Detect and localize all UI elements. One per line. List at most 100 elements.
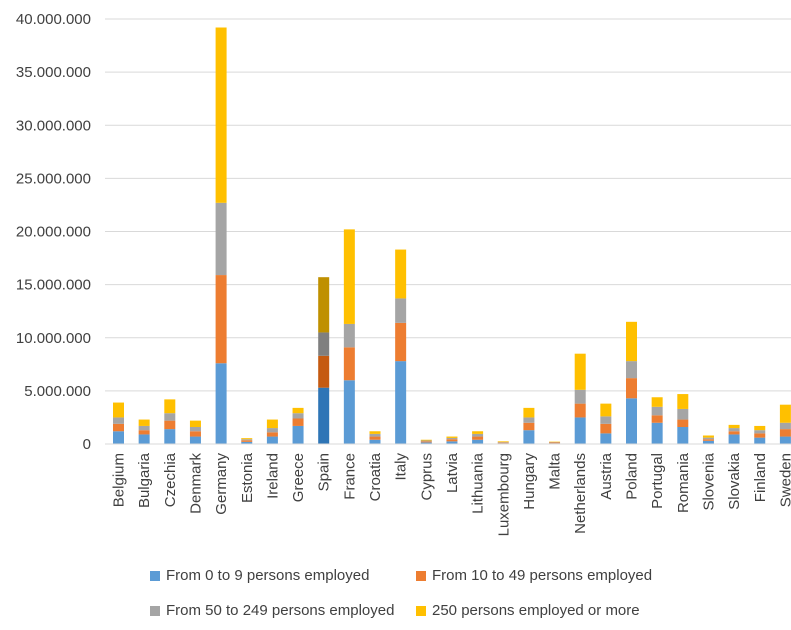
bar-segment: [446, 436, 458, 438]
legend-label: 250 persons employed or more: [432, 602, 640, 619]
bar-segment: [600, 416, 612, 424]
bar-segment: [574, 353, 586, 390]
bar-segment: [472, 433, 484, 437]
bar-segment: [523, 417, 535, 423]
bar-segment: [446, 441, 458, 444]
bar-segment: [600, 403, 612, 417]
bar-segment: [420, 441, 432, 443]
legend-swatch: [150, 570, 160, 581]
bar-segment: [702, 440, 714, 444]
bar-segment: [446, 439, 458, 442]
bar-segment: [369, 439, 381, 444]
bar-segment: [549, 442, 561, 444]
bar-segment: [343, 229, 355, 324]
x-tick-label: Finland: [752, 453, 769, 502]
bar-segment: [369, 433, 381, 437]
bar-segment: [113, 417, 124, 424]
y-tick-label: 20.000.000: [16, 224, 91, 241]
bar-segment: [677, 427, 689, 444]
x-tick-label: Italy: [393, 453, 410, 481]
bar-segment: [113, 402, 124, 418]
y-tick-label: 15.000.000: [16, 277, 91, 294]
bar-segment: [779, 404, 791, 423]
x-tick-label: Portugal: [649, 453, 666, 509]
bar-segment: [754, 437, 766, 444]
y-tick-label: 0: [83, 436, 91, 453]
bar-segment: [113, 431, 124, 444]
bar-segment: [754, 430, 766, 434]
bar-segment: [574, 389, 586, 404]
bar-segment: [497, 442, 509, 444]
x-tick-label: Ireland: [264, 453, 281, 499]
bar-segment: [395, 298, 407, 323]
bar-segment: [420, 439, 432, 441]
bar-segment: [215, 275, 227, 364]
legend: From 0 to 9 persons employed From 10 to 4…: [0, 560, 791, 630]
x-tick-label: Hungary: [521, 453, 538, 510]
x-tick-label: Luxembourg: [495, 453, 512, 536]
bar-segment: [523, 430, 535, 444]
bar-segment: [600, 433, 612, 444]
gridlines: [105, 18, 791, 392]
legend-label: From 10 to 49 persons employed: [432, 567, 653, 584]
bar-segment: [626, 361, 637, 379]
bar-segment: [369, 431, 381, 434]
y-tick-label: 35.000.000: [16, 64, 91, 81]
bar-segment: [164, 420, 176, 430]
x-tick-label: Estonia: [239, 452, 256, 503]
bar-segment: [266, 428, 278, 433]
bar-segment: [164, 429, 176, 444]
y-axis-tick-labels: 0 5.000.000 10.000.000 15.000.000 20.000.000…: [16, 11, 91, 453]
bar-segment: [472, 439, 484, 444]
bar-segment: [728, 428, 740, 432]
bar-segment: [651, 422, 663, 444]
bar-segment: [651, 415, 663, 423]
bar-segment: [318, 277, 330, 333]
bar-segment: [677, 408, 689, 420]
bar-segment: [472, 431, 484, 434]
bar-segment: [113, 423, 124, 432]
bar-segment: [138, 419, 150, 426]
y-tick-label: 10.000.000: [16, 330, 91, 347]
x-axis-tick-labels: Belgium Bulgaria Czechia Denmark Germany Esto…: [111, 452, 791, 536]
bar-segment: [754, 433, 766, 438]
bar-segment: [420, 440, 432, 442]
bar-segment: [523, 407, 535, 418]
bar-segment: [266, 432, 278, 437]
bar-segment: [395, 361, 407, 444]
bar-segment: [574, 403, 586, 418]
x-tick-label: Czechia: [162, 452, 179, 507]
bar-segment: [215, 202, 227, 276]
legend-item: 250 persons employed or more: [416, 602, 640, 619]
x-tick-label: Sweden: [777, 453, 791, 507]
bar-segment: [369, 436, 381, 440]
bar-segment: [318, 387, 330, 444]
bar-segment: [215, 27, 227, 203]
legend-item: From 50 to 249 persons employed: [150, 602, 394, 619]
bar-segment: [600, 423, 612, 434]
bar-segment: [677, 394, 689, 409]
bar-segment: [523, 422, 535, 431]
x-tick-label: Austria: [598, 452, 615, 499]
bar-segment: [292, 407, 304, 414]
bar-segment: [626, 321, 637, 362]
bar-segment: [420, 442, 432, 444]
x-tick-label: Netherlands: [572, 453, 589, 534]
bar-segment: [574, 417, 586, 444]
bar-segment: [626, 398, 637, 444]
legend-swatch: [416, 570, 426, 581]
bar-segment: [241, 440, 253, 442]
bar-segment: [292, 418, 304, 426]
bar-segment: [702, 437, 714, 440]
y-tick-label: 25.000.000: [16, 170, 91, 187]
x-tick-label: Germany: [213, 453, 230, 515]
bar-segment: [318, 355, 330, 388]
x-tick-label: Slovenia: [700, 452, 717, 510]
y-tick-label: 40.000.000: [16, 11, 91, 28]
bar-segment: [292, 413, 304, 419]
legend-item: From 0 to 9 persons employed: [150, 567, 369, 584]
bar-segment: [266, 419, 278, 429]
bar-segment: [138, 430, 150, 435]
x-tick-label: Romania: [675, 452, 692, 513]
bar-segment: [138, 425, 150, 431]
